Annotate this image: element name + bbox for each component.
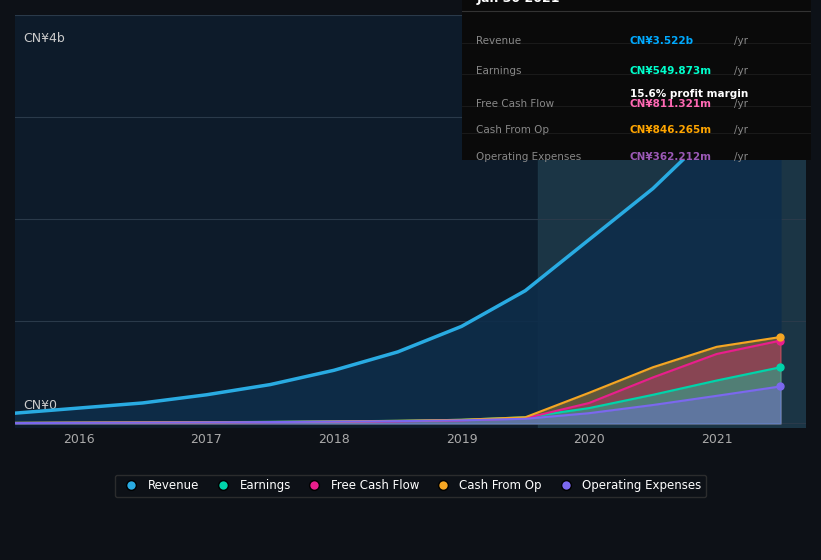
Bar: [538, 15, 806, 428]
Text: /yr: /yr: [735, 36, 749, 46]
Text: CN¥3.522b: CN¥3.522b: [630, 36, 694, 46]
Text: /yr: /yr: [735, 125, 749, 136]
Text: CN¥846.265m: CN¥846.265m: [630, 125, 712, 136]
Text: /yr: /yr: [735, 152, 749, 162]
Text: Jun 30 2021: Jun 30 2021: [476, 0, 560, 5]
Text: /yr: /yr: [735, 66, 749, 76]
Text: CN¥549.873m: CN¥549.873m: [630, 66, 712, 76]
Text: CN¥811.321m: CN¥811.321m: [630, 99, 712, 109]
Text: /yr: /yr: [735, 99, 749, 109]
Text: Cash From Op: Cash From Op: [476, 125, 549, 136]
Legend: Revenue, Earnings, Free Cash Flow, Cash From Op, Operating Expenses: Revenue, Earnings, Free Cash Flow, Cash …: [115, 474, 706, 497]
Text: CN¥0: CN¥0: [23, 399, 57, 412]
Text: Revenue: Revenue: [476, 36, 521, 46]
Text: CN¥362.212m: CN¥362.212m: [630, 152, 712, 162]
Text: 15.6% profit margin: 15.6% profit margin: [630, 89, 748, 99]
Text: CN¥4b: CN¥4b: [23, 31, 65, 45]
Text: Operating Expenses: Operating Expenses: [476, 152, 581, 162]
Text: Free Cash Flow: Free Cash Flow: [476, 99, 554, 109]
Text: Earnings: Earnings: [476, 66, 521, 76]
